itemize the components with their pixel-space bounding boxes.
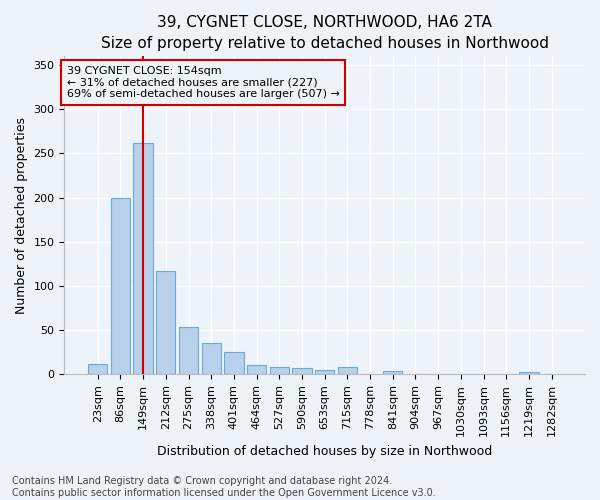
Bar [133,143,153,374]
Title: 39, CYGNET CLOSE, NORTHWOOD, HA6 2TA
Size of property relative to detached house: 39, CYGNET CLOSE, NORTHWOOD, HA6 2TA Siz… [101,15,549,51]
X-axis label: Distribution of detached houses by size in Northwood: Distribution of detached houses by size … [157,444,493,458]
Bar [269,368,289,374]
Bar [338,368,357,374]
Y-axis label: Number of detached properties: Number of detached properties [15,117,28,314]
Bar [247,366,266,374]
Bar [224,352,244,374]
Text: Contains HM Land Registry data © Crown copyright and database right 2024.
Contai: Contains HM Land Registry data © Crown c… [12,476,436,498]
Bar [88,364,107,374]
Bar [520,372,539,374]
Text: 39 CYGNET CLOSE: 154sqm
← 31% of detached houses are smaller (227)
69% of semi-d: 39 CYGNET CLOSE: 154sqm ← 31% of detache… [67,66,340,99]
Bar [156,271,175,374]
Bar [179,326,198,374]
Bar [111,198,130,374]
Bar [292,368,311,374]
Bar [202,344,221,374]
Bar [383,371,403,374]
Bar [315,370,334,374]
